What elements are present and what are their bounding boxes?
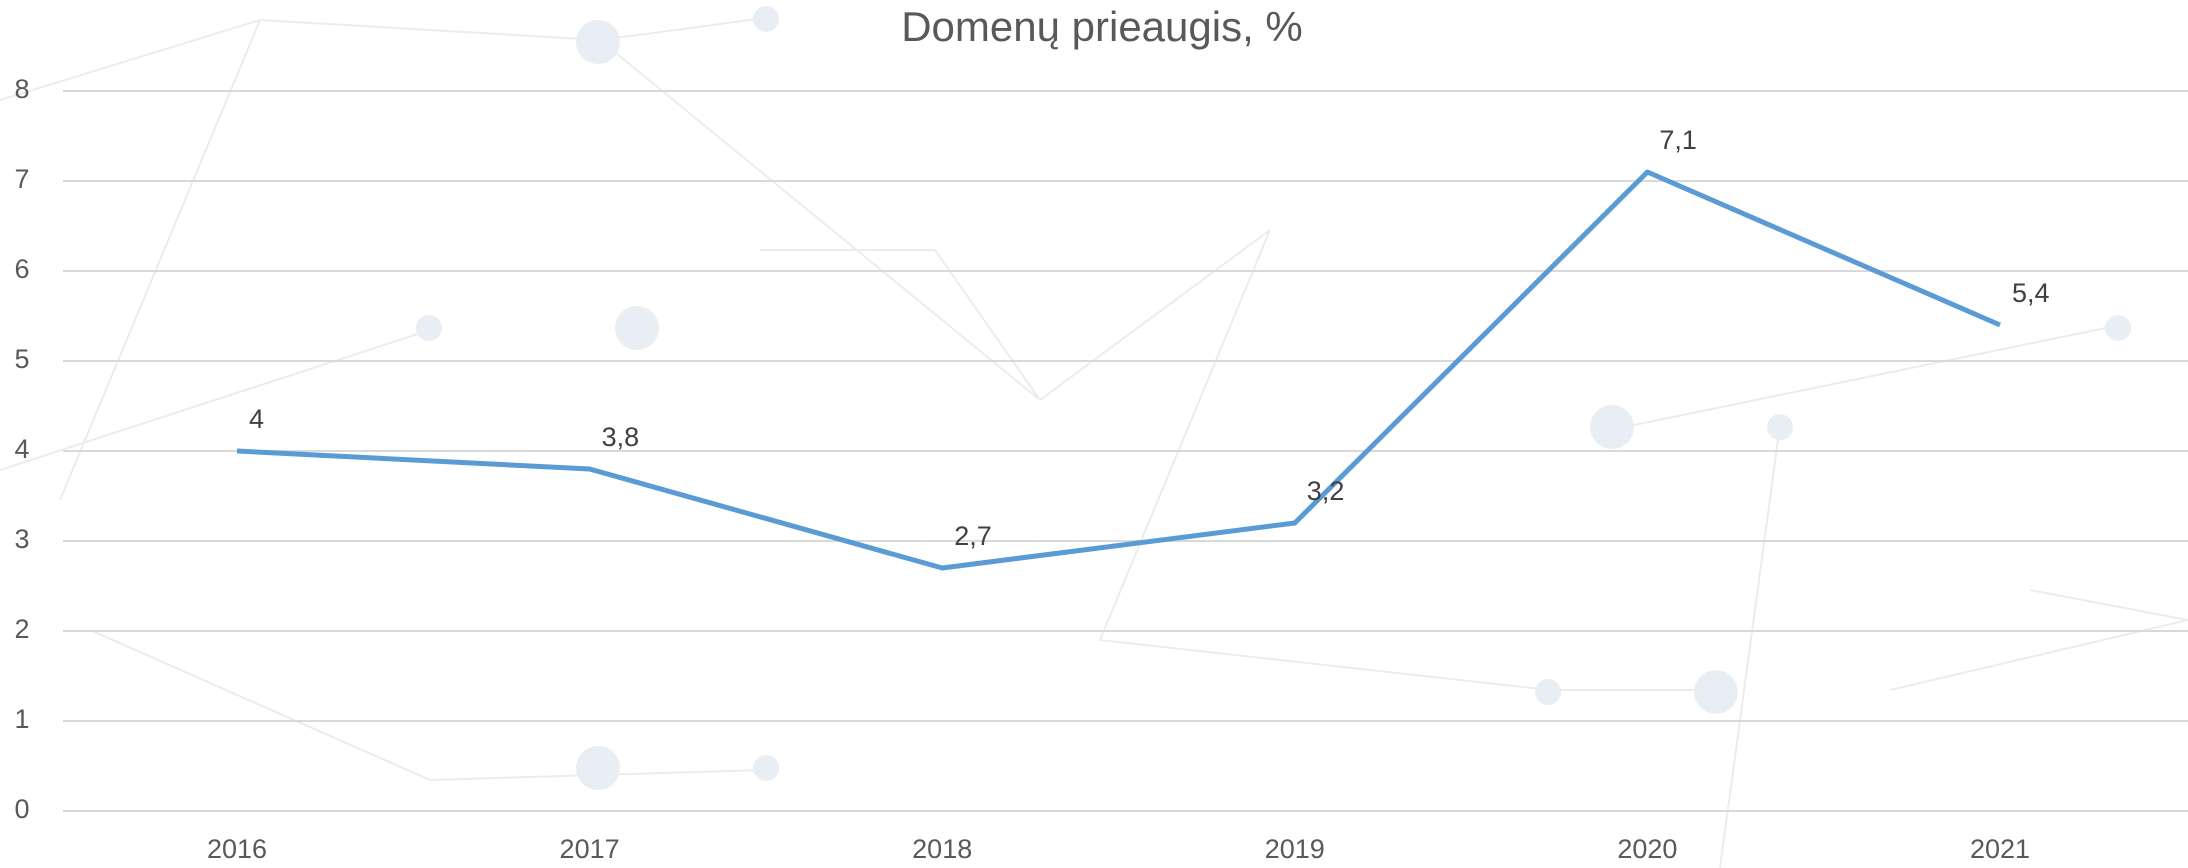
y-tick-label: 4 — [14, 434, 29, 464]
data-label: 7,1 — [1659, 125, 1697, 155]
y-tick-label: 7 — [14, 164, 29, 194]
x-tick-label: 2016 — [207, 834, 267, 864]
y-tick-label: 5 — [14, 344, 29, 374]
y-tick-label: 1 — [14, 704, 29, 734]
data-label: 3,2 — [1307, 476, 1345, 506]
y-tick-label: 8 — [14, 74, 29, 104]
chart-title: Domenų prieaugis, % — [901, 3, 1303, 50]
data-label: 2,7 — [954, 521, 992, 551]
y-tick-label: 2 — [14, 614, 29, 644]
x-tick-label: 2020 — [1617, 834, 1677, 864]
data-label: 3,8 — [602, 422, 640, 452]
x-tick-label: 2019 — [1265, 834, 1325, 864]
plot-area: 0 1 2 3 4 5 6 7 8 2016 2017 2018 2019 2020 2021 4 3,8 2,7… — [14, 74, 2188, 864]
x-tick-label: 2018 — [912, 834, 972, 864]
data-label: 4 — [249, 404, 264, 434]
y-tick-label: 6 — [14, 254, 29, 284]
y-tick-label: 3 — [14, 524, 29, 554]
x-tick-label: 2021 — [1970, 834, 2030, 864]
y-tick-label: 0 — [14, 794, 29, 824]
x-tick-label: 2017 — [560, 834, 620, 864]
data-label: 5,4 — [2012, 278, 2050, 308]
line-series — [236, 169, 2001, 571]
background-pattern — [0, 6, 2188, 868]
